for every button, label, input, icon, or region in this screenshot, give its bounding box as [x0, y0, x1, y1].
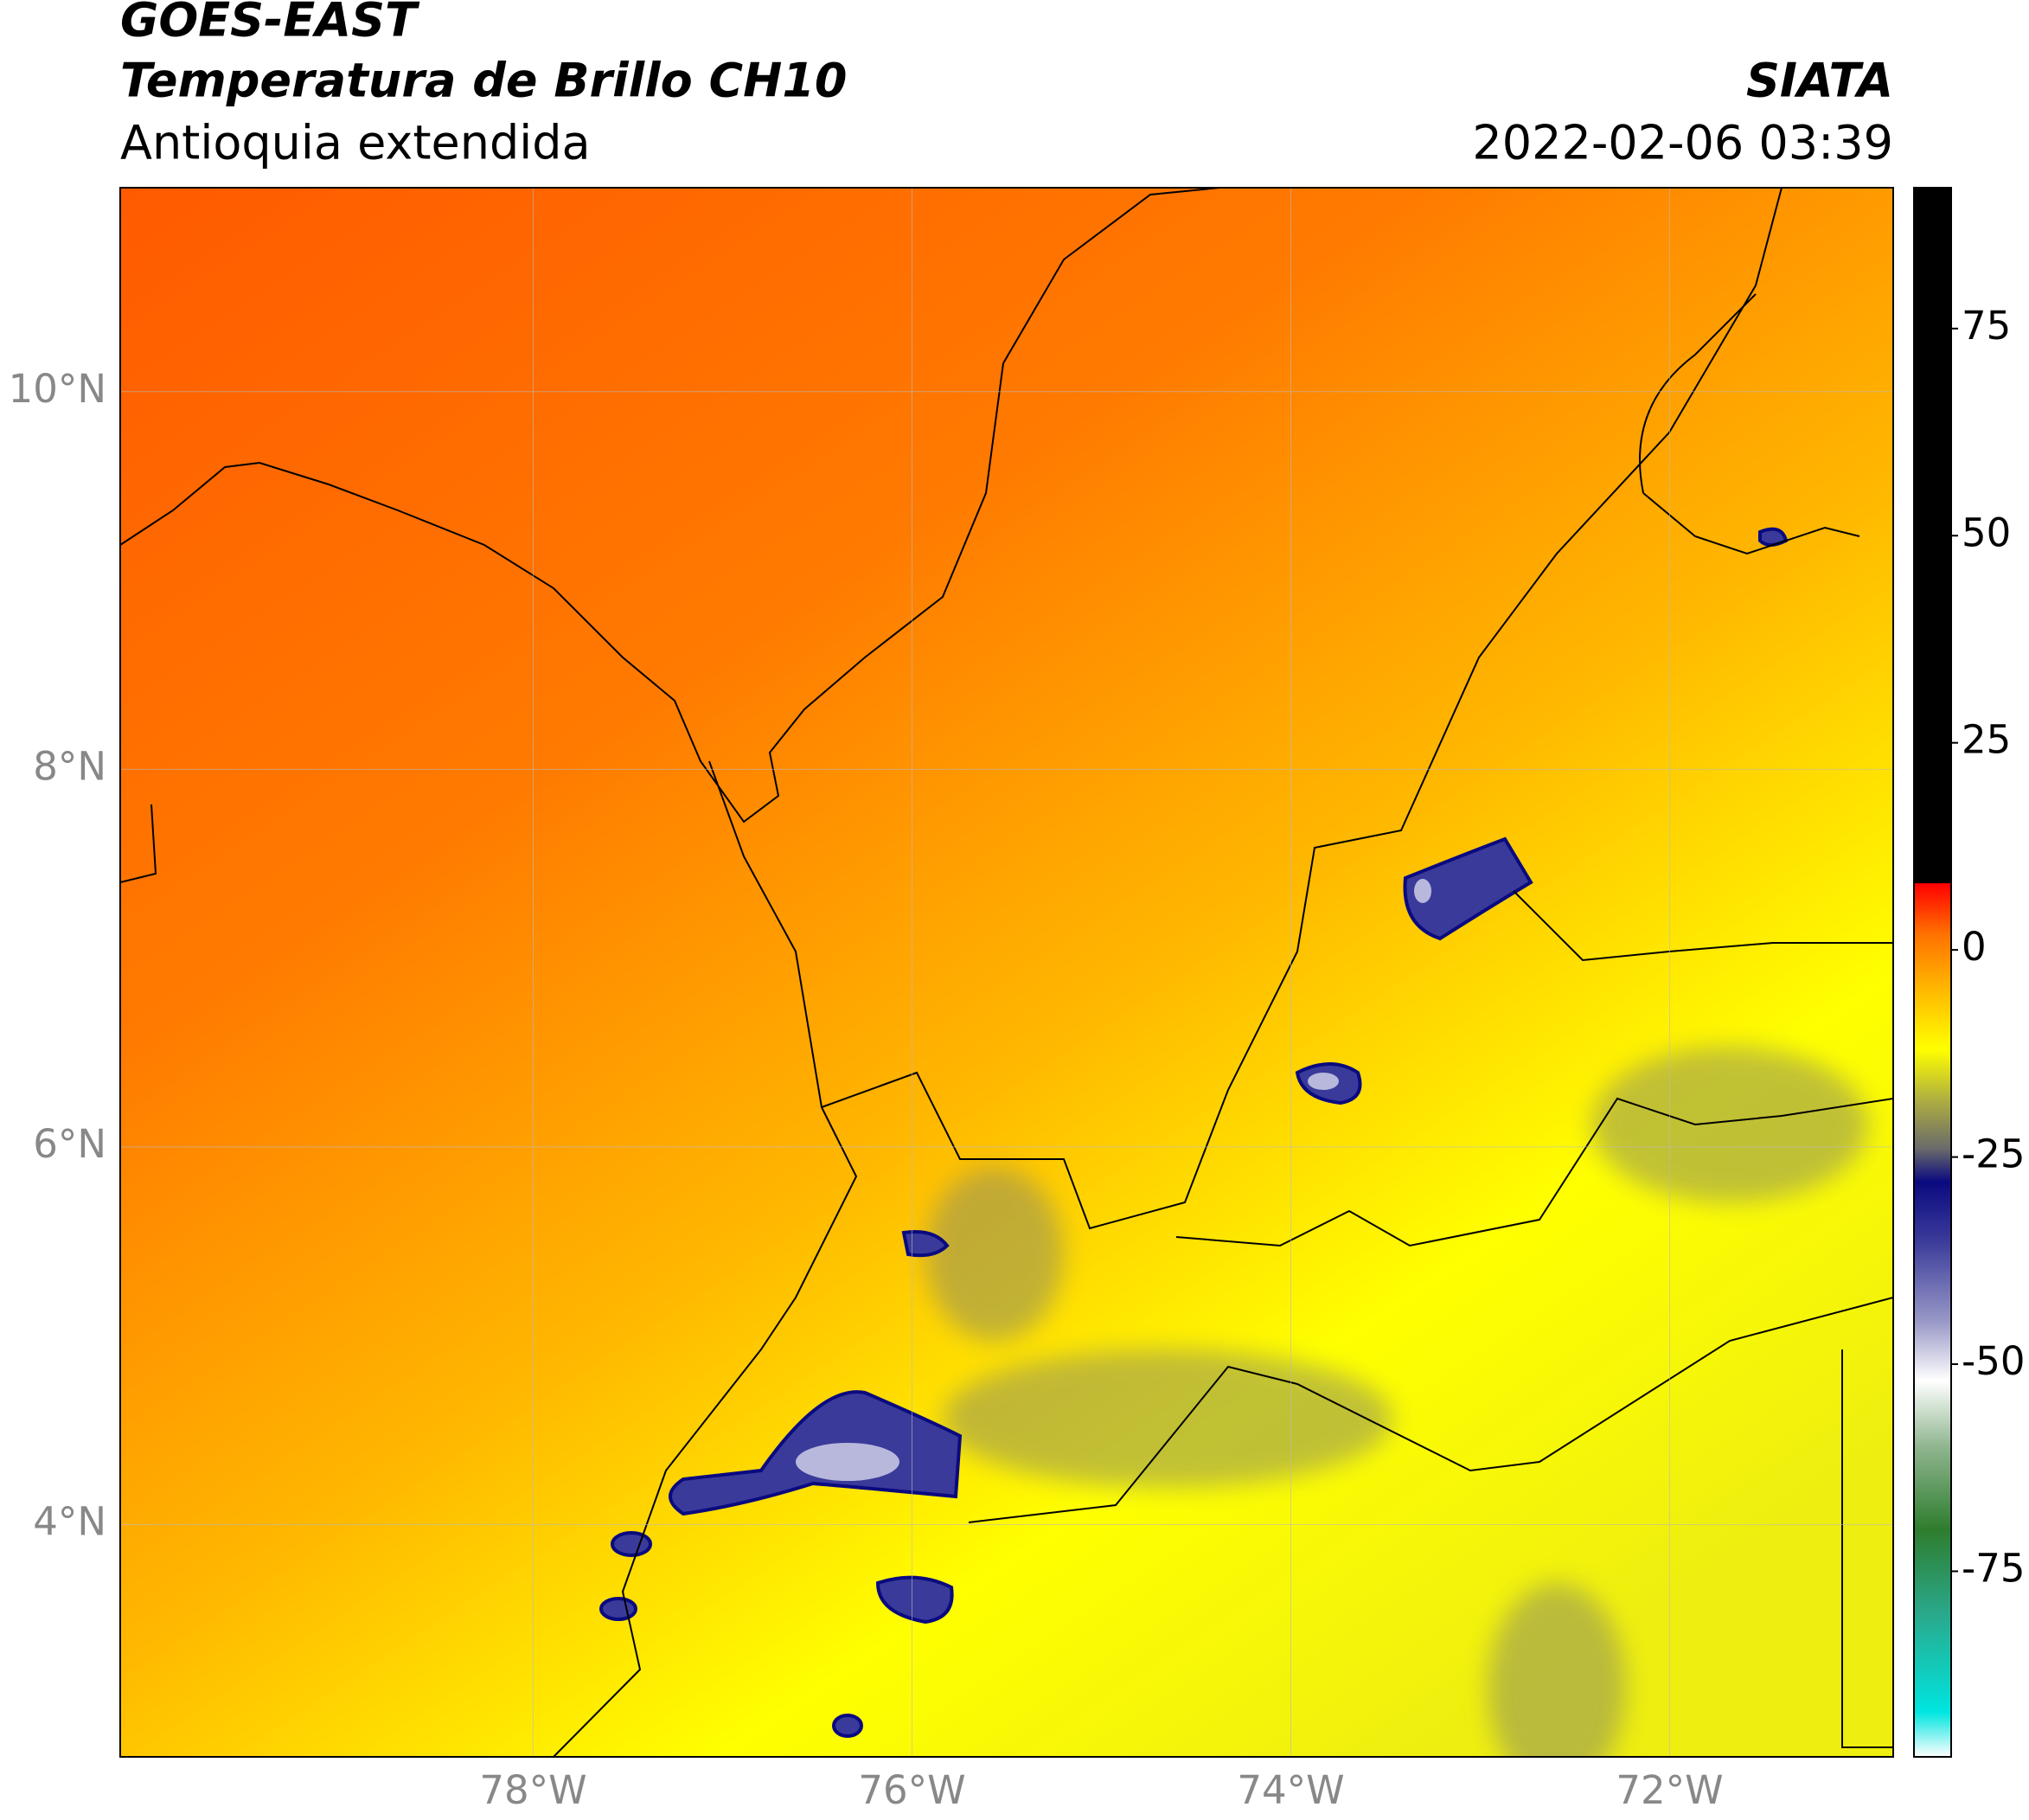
colorbar-tick-label: -75: [1962, 1545, 2026, 1591]
map-image: [120, 188, 1893, 1757]
grid: [120, 188, 1893, 1757]
x-tick-label: 74°W: [1237, 1767, 1344, 1813]
title: GOES-EAST: [120, 0, 420, 48]
subtitle: Temperatura de Brillo CH10: [120, 54, 848, 108]
x-tick-label: 76°W: [858, 1767, 965, 1813]
region: Antioquia extendida: [120, 116, 591, 170]
y-tick-label: 4°N: [33, 1499, 106, 1545]
colorbar-tick-label: -25: [1962, 1131, 2026, 1177]
y-tick-label: 10°N: [9, 366, 106, 412]
x-tick-label: 78°W: [479, 1767, 586, 1813]
source: SIATA: [1746, 54, 1893, 108]
map-frame: [119, 187, 1894, 1758]
colorbar-tick-label: 50: [1962, 509, 2011, 555]
y-tick-label: 8°N: [33, 743, 106, 789]
colorbar-tick-label: 75: [1962, 303, 2011, 349]
colorbar: 75 50 25 0 -25 -50 -75: [1913, 187, 2026, 1758]
y-tick-label: 6°N: [33, 1121, 106, 1167]
colorbar-tick-label: -50: [1962, 1338, 2026, 1384]
colorbar-tick-label: 25: [1962, 717, 2011, 763]
colorbar-fill: [1913, 187, 1952, 1758]
datetime: 2022-02-06 03:39: [1472, 116, 1893, 170]
x-tick-label: 72°W: [1616, 1767, 1723, 1813]
colorbar-tick-label: 0: [1962, 924, 1987, 970]
